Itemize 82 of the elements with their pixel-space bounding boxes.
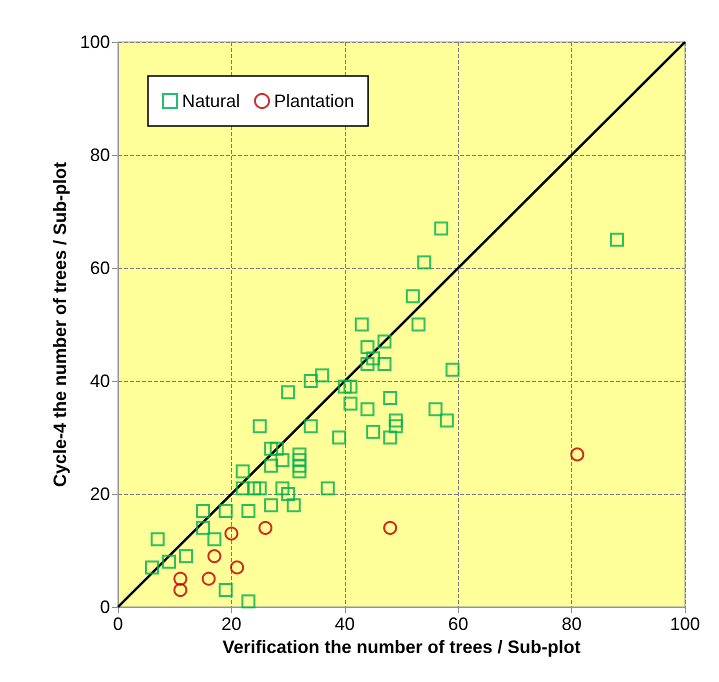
x-tick-label: 0 xyxy=(112,614,124,634)
x-tick-label: 80 xyxy=(562,614,582,634)
point xyxy=(264,442,278,456)
legend-label: Plantation xyxy=(274,91,354,111)
y-tick-label: 0 xyxy=(100,597,110,617)
point xyxy=(241,594,256,608)
point xyxy=(292,464,306,478)
y-tick-label: 80 xyxy=(90,145,110,165)
y-tick-label: 100 xyxy=(80,32,110,52)
point xyxy=(207,549,222,564)
point xyxy=(570,447,584,462)
point xyxy=(218,583,233,598)
point xyxy=(275,481,290,496)
point xyxy=(179,549,194,564)
point xyxy=(252,419,267,434)
point xyxy=(388,414,403,428)
point xyxy=(286,498,301,512)
point xyxy=(406,289,420,304)
x-tick-label: 60 xyxy=(448,614,468,634)
point xyxy=(241,504,256,518)
point xyxy=(383,390,398,405)
point xyxy=(304,374,318,388)
x-tick-label: 100 xyxy=(670,614,700,634)
point xyxy=(292,458,306,473)
y-axis-title: Cycle-4 the number of trees / Sub-plot xyxy=(50,162,70,488)
point xyxy=(388,419,403,434)
point xyxy=(207,532,222,546)
x-tick-label: 20 xyxy=(221,614,242,634)
point xyxy=(145,560,160,574)
point xyxy=(428,402,443,416)
point xyxy=(366,351,380,366)
point xyxy=(162,554,176,569)
point xyxy=(202,572,216,586)
legend-label: Natural xyxy=(182,91,240,111)
point xyxy=(343,396,358,411)
point xyxy=(360,402,374,416)
point xyxy=(264,458,278,473)
point xyxy=(275,453,290,468)
y-tick-label: 60 xyxy=(90,258,110,278)
point xyxy=(281,385,296,400)
point xyxy=(383,430,398,444)
point xyxy=(320,481,335,496)
point xyxy=(292,453,306,468)
point xyxy=(377,334,392,348)
point xyxy=(230,560,244,574)
point xyxy=(440,414,454,428)
point xyxy=(377,357,392,372)
point xyxy=(343,380,358,394)
point xyxy=(360,340,374,354)
x-axis-title: Verification the number of trees / Sub-plot xyxy=(222,636,581,657)
point xyxy=(264,498,278,512)
point xyxy=(218,504,233,518)
point xyxy=(150,532,165,546)
point xyxy=(412,318,426,332)
point xyxy=(610,232,624,247)
point xyxy=(252,481,267,496)
point xyxy=(270,442,284,456)
point xyxy=(236,481,250,496)
point xyxy=(224,526,238,541)
point xyxy=(281,487,296,501)
point xyxy=(236,464,250,478)
point xyxy=(173,572,188,586)
point xyxy=(247,481,262,496)
point xyxy=(196,520,210,535)
point xyxy=(360,357,374,372)
point xyxy=(366,424,380,439)
point xyxy=(338,380,352,394)
point xyxy=(417,255,432,270)
point xyxy=(196,504,210,518)
y-tick-label: 20 xyxy=(90,484,110,504)
point xyxy=(304,419,318,434)
point xyxy=(173,583,188,598)
point xyxy=(354,318,369,332)
point xyxy=(383,520,398,535)
point xyxy=(434,221,448,236)
y-tick-label: 40 xyxy=(90,371,110,391)
x-tick-label: 40 xyxy=(334,614,355,634)
point xyxy=(258,520,272,535)
point xyxy=(332,430,346,444)
point xyxy=(315,368,330,382)
point xyxy=(446,362,460,377)
point xyxy=(292,447,306,462)
